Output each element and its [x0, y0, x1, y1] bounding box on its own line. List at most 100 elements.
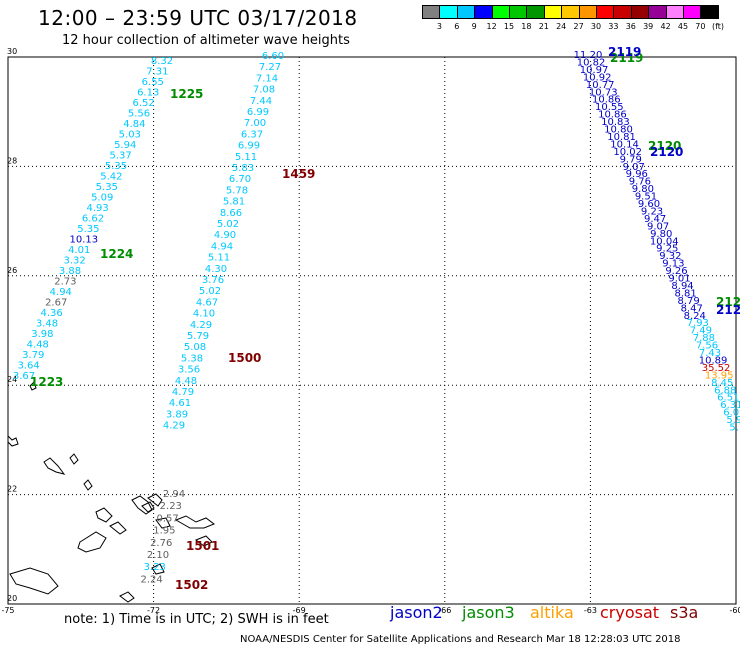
colorbar-tick-label: 39 [643, 22, 654, 31]
wave-height-label: 2.23 [160, 501, 182, 512]
wave-height-label: 5.79 [187, 331, 209, 342]
island-coastline [9, 567, 59, 595]
wave-height-label: 6.31 [720, 400, 740, 411]
colorbar-tick-label: 42 [660, 22, 671, 31]
wave-height-label: 5.35 [96, 182, 118, 193]
wave-height-label: 7.88 [693, 333, 715, 344]
wave-height-label: 35.52 [702, 363, 731, 374]
track-time-label: 2121 [716, 303, 740, 317]
wave-height-label: 5.83 [232, 163, 254, 174]
colorbar-tick-label: 33 [608, 22, 619, 31]
wave-height-label: 10.86 [592, 95, 621, 106]
wave-height-label: 1.95 [153, 526, 175, 537]
satellite-legend-altika: altika [530, 603, 574, 622]
colorbar-tick-label: 36 [625, 22, 636, 31]
track-time-label: 1500 [228, 351, 261, 365]
wave-height-label: 3.98 [31, 329, 53, 340]
wave-height-label: 10.13 [69, 235, 98, 246]
island-coastline [7, 434, 19, 447]
island-coastline [174, 515, 216, 529]
wave-height-label: 9.47 [644, 214, 666, 225]
lon-tick-label: -69 [293, 606, 306, 615]
wave-height-label: 5.08 [184, 342, 206, 353]
wave-height-label: 5.03 [119, 130, 141, 141]
wave-height-label: 2.67 [45, 298, 67, 309]
wave-height-label: 8.45 [711, 378, 733, 389]
wave-height-label: 6.09 [723, 408, 740, 419]
wave-height-label: 4.61 [169, 398, 191, 409]
wave-height-label: 9.32 [659, 251, 681, 262]
track-time-label: 2119 [608, 45, 641, 59]
colorbar-tick-label: 24 [556, 22, 567, 31]
wave-height-label: 9.96 [626, 169, 648, 180]
wave-height-label: 6.51 [717, 393, 739, 404]
wave-height-label: 5.02 [217, 219, 239, 230]
figure-subtitle: 12 hour collection of altimeter wave hei… [62, 33, 350, 48]
wave-height-label: 6.60 [262, 51, 284, 62]
colorbar-tick-label: 9 [471, 22, 477, 31]
wave-height-label: 9.79 [620, 154, 642, 165]
wave-height-label: 10.82 [577, 57, 606, 68]
wave-height-label: 10.02 [613, 147, 642, 158]
island-coastline [77, 531, 107, 553]
wave-height-label: 3.67 [13, 371, 35, 382]
track-time-label: 1459 [282, 167, 315, 181]
wave-height-label: 4.84 [123, 119, 145, 130]
wave-height-label: 9.80 [650, 229, 672, 240]
track-time-label: 1224 [100, 247, 133, 261]
wave-height-label: 2.73 [54, 277, 76, 288]
track-time-label: 1501 [186, 539, 219, 553]
wave-height-label: 2.24 [140, 574, 162, 585]
wave-height-label: 3.64 [17, 361, 39, 372]
island-coastline [95, 507, 113, 523]
wave-height-label: 3.79 [22, 350, 44, 361]
island-coastline [141, 501, 155, 513]
track-time-label: 2121 [716, 295, 740, 309]
wave-height-label: 9.07 [623, 162, 645, 173]
wave-height-label: 5.02 [199, 286, 221, 297]
wave-height-label: 5.78 [226, 185, 248, 196]
wave-height-label: 7.14 [256, 73, 278, 84]
wave-height-label: 5.56 [128, 109, 150, 120]
wave-height-label: 8.32 [151, 56, 173, 67]
wave-height-label: 10.92 [583, 72, 612, 83]
colorbar-tick-label: 45 [677, 22, 689, 31]
wave-height-label: 5.38 [181, 353, 203, 364]
lat-tick-label: 30 [7, 47, 17, 56]
wave-height-label: 5.35 [105, 161, 127, 172]
wave-height-label: 9.80 [632, 184, 654, 195]
wave-height-label: 6.99 [238, 141, 260, 152]
wave-height-label: 5.09 [91, 193, 113, 204]
colorbar-tick-label: 15 [503, 22, 515, 31]
wave-height-label: 13.95 [705, 370, 734, 381]
wave-height-label: 10.55 [595, 102, 624, 113]
track-time-label: 1225 [170, 87, 203, 101]
map-frame [7, 56, 737, 605]
island-coastline [43, 457, 66, 475]
wave-height-label: 8.81 [674, 288, 696, 299]
wave-height-label: 6.55 [142, 77, 164, 88]
wave-height-label: 7.00 [244, 118, 266, 129]
wave-height-label: 6.62 [82, 214, 104, 225]
footnote: note: 1) Time is in UTC; 2) SWH is in fe… [64, 612, 329, 627]
track-time-label: 1502 [175, 578, 208, 592]
wave-height-label: 10.14 [610, 139, 639, 150]
wave-height-label: 10.97 [580, 65, 609, 76]
wave-height-label: 9.60 [638, 199, 660, 210]
wave-height-label: 5.81 [223, 197, 245, 208]
island-coastline [151, 563, 165, 575]
wave-height-label: 3.56 [178, 365, 200, 376]
satellite-legend-jason2: jason2 [390, 603, 443, 622]
wave-height-label: 5.35 [77, 224, 99, 235]
wave-height-label: 10.86 [598, 110, 627, 121]
track-time-label: 2119 [610, 51, 643, 65]
wave-height-label: 6.70 [229, 174, 251, 185]
colorbar-tick-label: 30 [590, 22, 602, 31]
wave-height-label: 7.43 [699, 348, 721, 359]
wave-height-label: 5.11 [208, 253, 230, 264]
wave-height-label: 6.13 [137, 88, 159, 99]
island-coastline [69, 453, 79, 465]
wave-height-label: 5.71 [729, 423, 740, 434]
lon-tick-label: -60 [729, 606, 740, 615]
